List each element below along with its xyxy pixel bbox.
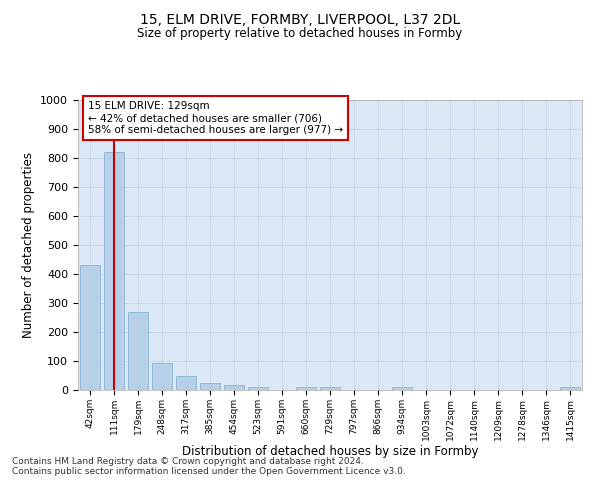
X-axis label: Distribution of detached houses by size in Formby: Distribution of detached houses by size …: [182, 446, 478, 458]
Text: Size of property relative to detached houses in Formby: Size of property relative to detached ho…: [137, 28, 463, 40]
Text: 15 ELM DRIVE: 129sqm
← 42% of detached houses are smaller (706)
58% of semi-deta: 15 ELM DRIVE: 129sqm ← 42% of detached h…: [88, 102, 343, 134]
Bar: [296, 386, 316, 390]
Text: 15, ELM DRIVE, FORMBY, LIVERPOOL, L37 2DL: 15, ELM DRIVE, FORMBY, LIVERPOOL, L37 2D…: [140, 12, 460, 26]
Bar: [152, 363, 172, 390]
Text: Contains public sector information licensed under the Open Government Licence v3: Contains public sector information licen…: [12, 468, 406, 476]
Bar: [80, 266, 100, 390]
Bar: [176, 376, 196, 390]
Bar: [128, 312, 148, 390]
Bar: [104, 152, 124, 390]
Text: Contains HM Land Registry data © Crown copyright and database right 2024.: Contains HM Land Registry data © Crown c…: [12, 458, 364, 466]
Bar: [200, 383, 220, 390]
Y-axis label: Number of detached properties: Number of detached properties: [22, 152, 35, 338]
Bar: [224, 385, 244, 390]
Bar: [320, 386, 340, 390]
Bar: [560, 386, 580, 390]
Bar: [248, 386, 268, 390]
Bar: [392, 387, 412, 390]
